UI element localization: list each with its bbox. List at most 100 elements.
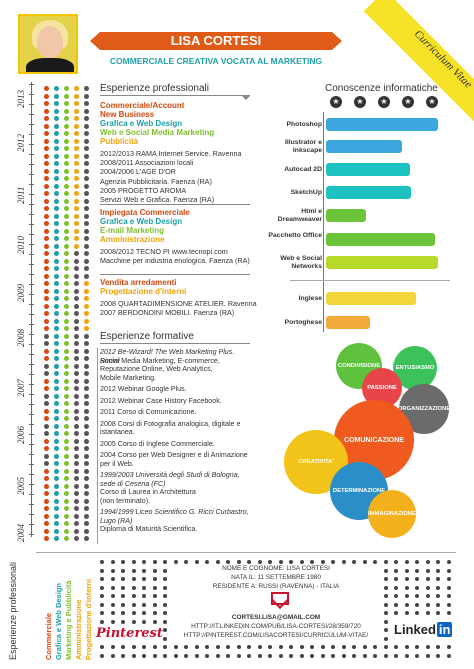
pattern-dot bbox=[446, 568, 451, 573]
timeline-dot bbox=[84, 371, 89, 376]
timeline-dot bbox=[44, 281, 49, 286]
timeline-dot bbox=[74, 326, 79, 331]
timeline-dot bbox=[74, 333, 79, 339]
timeline-dot bbox=[54, 236, 59, 241]
legend-label: Amministrazione bbox=[74, 599, 83, 660]
timeline-dot bbox=[74, 281, 79, 286]
pattern-dot bbox=[404, 568, 409, 573]
timeline-dot bbox=[74, 176, 79, 181]
timeline-dot bbox=[64, 401, 69, 406]
timeline-dot bbox=[84, 431, 89, 436]
pattern-dot bbox=[436, 560, 440, 564]
timeline-dot bbox=[54, 191, 59, 196]
contact-email[interactable]: CORTESI.LISA@GMAIL.COM bbox=[231, 614, 321, 621]
pattern-dot bbox=[100, 577, 104, 581]
timeline-dot bbox=[64, 393, 69, 399]
timeline-dot bbox=[64, 521, 69, 526]
job-role: Grafica e Web Design bbox=[100, 217, 183, 226]
education-line: Mobile Marketing. bbox=[100, 373, 156, 382]
pattern-dot bbox=[163, 568, 167, 573]
timeline-dot bbox=[54, 461, 59, 466]
timeline-tick bbox=[29, 254, 34, 255]
timeline-dot bbox=[64, 161, 69, 166]
timeline-dot bbox=[84, 251, 89, 256]
timeline-dot bbox=[84, 296, 89, 301]
timeline-dot bbox=[44, 363, 49, 369]
timeline-dot bbox=[74, 483, 79, 489]
pinterest-url[interactable]: HTTP://PINTEREST.COM/LISACORTESI/CURRICU… bbox=[183, 632, 369, 639]
pattern-dot bbox=[404, 577, 409, 581]
timeline-tick bbox=[29, 124, 34, 125]
timeline-dot bbox=[54, 453, 59, 459]
linkedin-logo[interactable]: Linked in bbox=[394, 622, 453, 637]
timeline-dot bbox=[44, 386, 49, 391]
timeline-dot bbox=[54, 258, 59, 264]
timeline-dot bbox=[54, 363, 59, 369]
job-role: Progettazione d'interni bbox=[100, 287, 187, 296]
linkedin-url[interactable]: HTTP://IT.LINKEDIN.COM/PUB/LISA-CORTESI/… bbox=[191, 623, 361, 630]
pattern-dot bbox=[257, 653, 262, 658]
timeline-dot bbox=[74, 378, 79, 384]
timeline-tick bbox=[29, 524, 34, 525]
timeline-tick bbox=[29, 244, 34, 245]
pattern-dot bbox=[236, 653, 241, 658]
timeline-dot bbox=[74, 228, 79, 234]
timeline-dot bbox=[44, 251, 49, 256]
pattern-dot bbox=[436, 602, 440, 607]
timeline-dot bbox=[54, 528, 59, 534]
pattern-dot bbox=[236, 560, 241, 564]
timeline-dot bbox=[84, 236, 89, 241]
timeline-dot bbox=[64, 131, 69, 136]
pattern-dot bbox=[152, 619, 157, 624]
timeline-tick bbox=[29, 164, 34, 165]
pattern-dot bbox=[446, 645, 451, 649]
skill-bar bbox=[326, 186, 412, 199]
pattern-dot bbox=[320, 653, 325, 658]
timeline-dot bbox=[84, 116, 89, 121]
timeline-dot bbox=[54, 506, 59, 511]
timeline-dot bbox=[84, 273, 89, 279]
pattern-dot bbox=[152, 577, 157, 581]
timeline-dot bbox=[54, 266, 59, 271]
pattern-dot bbox=[394, 560, 398, 564]
pinterest-logo[interactable]: Pinterest bbox=[96, 626, 163, 641]
pattern-dot bbox=[362, 653, 367, 658]
timeline-dot bbox=[64, 206, 69, 211]
skill-label: SketchUp bbox=[290, 189, 322, 196]
pattern-dot bbox=[404, 594, 409, 598]
timeline-dot bbox=[64, 183, 69, 189]
contact-name: NOME E COGNOME: LISA CORTESI bbox=[222, 565, 330, 572]
timeline-dot bbox=[64, 266, 69, 271]
timeline-dot bbox=[84, 101, 89, 106]
timeline-tick bbox=[29, 374, 34, 375]
profile-photo bbox=[18, 14, 78, 74]
pattern-dot bbox=[320, 645, 325, 649]
timeline-dot bbox=[44, 453, 49, 459]
timeline-dot bbox=[84, 213, 89, 219]
timeline-tick bbox=[29, 424, 34, 425]
pattern-dot bbox=[121, 560, 125, 564]
timeline-dot bbox=[84, 146, 89, 151]
pattern-dot bbox=[194, 653, 199, 658]
pattern-dot bbox=[404, 645, 409, 649]
job-line: 2005 PROGETTO AROMA bbox=[100, 185, 187, 195]
pattern-dot bbox=[415, 568, 419, 573]
timeline-dot bbox=[44, 333, 49, 339]
education-line: 2012 Webinar Google Plus. bbox=[100, 385, 187, 393]
timeline-dot bbox=[74, 453, 79, 459]
timeline-dot bbox=[44, 191, 49, 196]
timeline-dot bbox=[64, 311, 69, 316]
pattern-dot bbox=[152, 645, 157, 649]
timeline-dot bbox=[74, 153, 79, 159]
pattern-dot bbox=[110, 619, 115, 624]
pattern-dot bbox=[394, 653, 398, 658]
pattern-dot bbox=[446, 653, 451, 658]
pattern-dot bbox=[152, 585, 157, 590]
timeline-tick bbox=[29, 444, 34, 445]
timeline-dot bbox=[64, 101, 69, 106]
pattern-dot bbox=[110, 568, 115, 573]
pattern-dot bbox=[163, 594, 167, 598]
pattern-dot bbox=[142, 619, 146, 624]
timeline-dot bbox=[84, 131, 89, 136]
pattern-dot bbox=[163, 653, 167, 658]
